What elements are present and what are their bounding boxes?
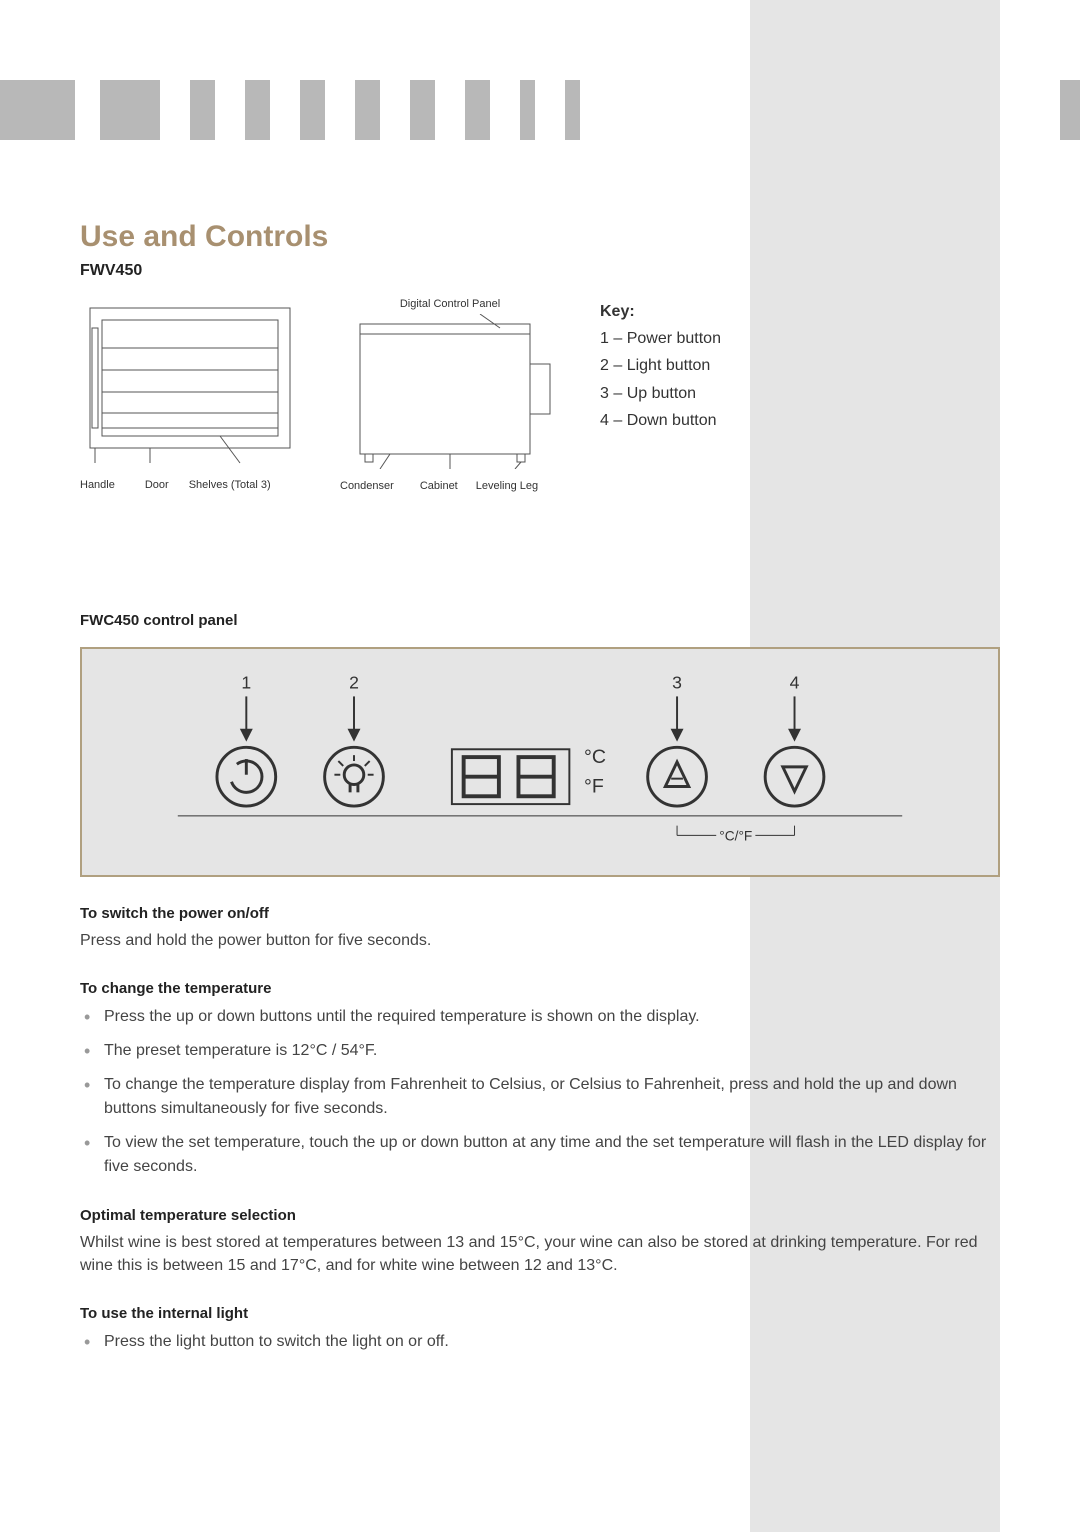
control-panel-svg: 1 2 3 4 bbox=[142, 669, 938, 855]
cp-num-2: 2 bbox=[349, 673, 359, 693]
header-bar bbox=[100, 80, 160, 140]
header-bar bbox=[245, 80, 270, 140]
front-diagram-svg bbox=[80, 298, 300, 468]
dcp-label: Digital Control Panel bbox=[340, 298, 560, 310]
label-shelves: Shelves (Total 3) bbox=[189, 479, 271, 491]
section-heading: To use the internal light bbox=[80, 1305, 1000, 1322]
control-panel-heading: FWC450 control panel bbox=[80, 612, 1000, 629]
label-cabinet: Cabinet bbox=[420, 480, 458, 492]
section-bullets: Press the light button to switch the lig… bbox=[80, 1330, 1000, 1354]
key-item-4: 4 – Down button bbox=[600, 407, 721, 434]
model-code: FWV450 bbox=[80, 262, 1000, 280]
label-leveling: Leveling Leg bbox=[476, 480, 538, 492]
page-title: Use and Controls bbox=[80, 220, 1000, 254]
bullet-item: To change the temperature display from F… bbox=[80, 1073, 1000, 1121]
header-bar bbox=[355, 80, 380, 140]
rear-diagram: Digital Control Panel Condenser Cabin bbox=[340, 298, 560, 492]
control-panel-diagram: 1 2 3 4 bbox=[80, 647, 1000, 877]
section-heading: Optimal temperature selection bbox=[80, 1207, 1000, 1224]
cp-deg-f: °F bbox=[584, 775, 604, 797]
instruction-sections: To switch the power on/off Press and hold… bbox=[80, 905, 1000, 1354]
header-bar bbox=[465, 80, 490, 140]
label-door: Door bbox=[145, 479, 169, 491]
bullet-item: Press the light button to switch the lig… bbox=[80, 1330, 1000, 1354]
section-heading: To change the temperature bbox=[80, 980, 1000, 997]
key-block: Key: 1 – Power button 2 – Light button 3… bbox=[600, 298, 721, 434]
front-diagram: Handle Door Shelves (Total 3) bbox=[80, 298, 300, 491]
far-right-bar bbox=[1060, 80, 1080, 140]
label-condenser: Condenser bbox=[340, 480, 394, 492]
section-bullets: Press the up or down buttons until the r… bbox=[80, 1005, 1000, 1179]
cp-cf-label: °C/°F bbox=[719, 828, 752, 843]
key-item-2: 2 – Light button bbox=[600, 352, 721, 379]
section-paragraph: Press and hold the power button for five… bbox=[80, 930, 1000, 952]
header-bar bbox=[0, 80, 75, 140]
key-item-3: 3 – Up button bbox=[600, 380, 721, 407]
bullet-item: To view the set temperature, touch the u… bbox=[80, 1131, 1000, 1179]
cp-num-4: 4 bbox=[790, 673, 800, 693]
header-bar bbox=[520, 80, 535, 140]
bullet-item: Press the up or down buttons until the r… bbox=[80, 1005, 1000, 1029]
section-heading: To switch the power on/off bbox=[80, 905, 1000, 922]
header-bar bbox=[190, 80, 215, 140]
header-bar bbox=[300, 80, 325, 140]
label-handle: Handle bbox=[80, 479, 115, 491]
cp-deg-c: °C bbox=[584, 746, 606, 768]
bullet-item: The preset temperature is 12°C / 54°F. bbox=[80, 1039, 1000, 1063]
header-bar bbox=[565, 80, 580, 140]
page-content: Use and Controls FWV450 bbox=[80, 220, 1000, 1364]
cp-num-3: 3 bbox=[672, 673, 682, 693]
section-paragraph: Whilst wine is best stored at temperatur… bbox=[80, 1232, 1000, 1277]
key-title: Key: bbox=[600, 298, 721, 325]
rear-diagram-svg bbox=[340, 314, 560, 469]
cp-num-1: 1 bbox=[241, 673, 251, 693]
key-item-1: 1 – Power button bbox=[600, 325, 721, 352]
diagram-row: Handle Door Shelves (Total 3) Digital Co… bbox=[80, 298, 1000, 492]
header-bar bbox=[410, 80, 435, 140]
